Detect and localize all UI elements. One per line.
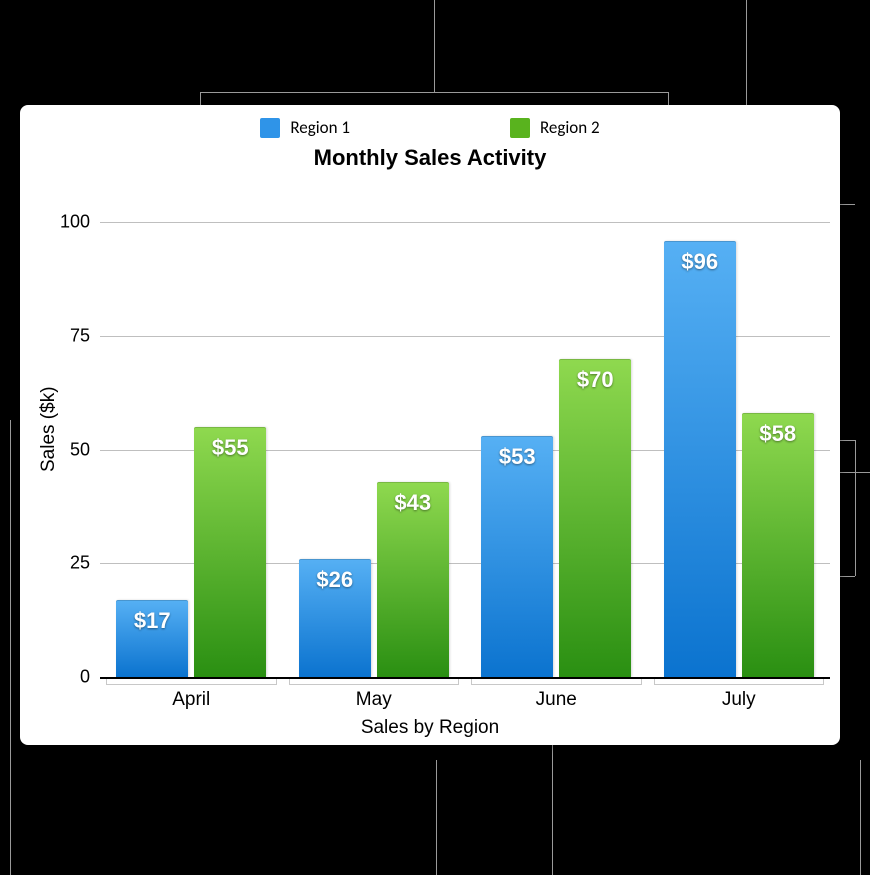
- legend-swatch-icon: [510, 118, 530, 138]
- bar: $58: [742, 413, 814, 677]
- callout-line: [200, 92, 668, 93]
- callout-line: [838, 576, 855, 577]
- legend-label: Region 2: [540, 117, 600, 138]
- callout-line: [838, 472, 870, 473]
- x-axis-category-label: May: [283, 689, 466, 711]
- callout-line: [860, 760, 861, 875]
- bar: $17: [116, 600, 188, 677]
- bar: $53: [481, 436, 553, 677]
- legend-item-region-2: Region 2: [510, 117, 600, 138]
- y-axis-title: Sales ($k): [38, 386, 60, 472]
- callout-line: [10, 420, 11, 875]
- bar-groups: $17 $55 $26 $43 $53 $70 $96 $58: [100, 177, 830, 677]
- bar-group: $96 $58: [648, 177, 831, 677]
- x-axis-title: Sales by Region: [20, 717, 840, 739]
- y-tick-label: 0: [80, 667, 90, 688]
- bar: $70: [559, 359, 631, 677]
- x-tick-bracket: [654, 679, 825, 685]
- bar: $96: [664, 241, 736, 677]
- bar-value-label: $53: [481, 444, 553, 470]
- x-axis-category-label: June: [465, 689, 648, 711]
- bar-value-label: $55: [194, 435, 266, 461]
- x-tick-bracket: [106, 679, 277, 685]
- bar: $43: [377, 482, 449, 677]
- callout-line: [855, 440, 856, 576]
- bar-value-label: $58: [742, 421, 814, 447]
- bar-value-label: $26: [299, 567, 371, 593]
- x-tick-bracket: [471, 679, 642, 685]
- bar-value-label: $17: [116, 608, 188, 634]
- y-tick-label: 100: [60, 212, 90, 233]
- callout-line: [838, 440, 855, 441]
- chart-card: Region 1 Region 2 Monthly Sales Activity…: [20, 105, 840, 745]
- y-tick-label: 75: [70, 326, 90, 347]
- x-axis-category-label: July: [648, 689, 831, 711]
- bar-value-label: $96: [664, 249, 736, 275]
- callout-line: [436, 760, 437, 875]
- bar-value-label: $43: [377, 490, 449, 516]
- legend-item-region-1: Region 1: [260, 117, 350, 138]
- bar-group: $26 $43: [283, 177, 466, 677]
- bar: $26: [299, 559, 371, 677]
- bar-group: $17 $55: [100, 177, 283, 677]
- bar-value-label: $70: [559, 367, 631, 393]
- callout-line: [434, 0, 435, 92]
- legend-label: Region 1: [290, 117, 350, 138]
- plot-area: 0255075100 $17$55$26$43$53$70$96$58: [100, 177, 830, 677]
- legend-swatch-icon: [260, 118, 280, 138]
- x-axis-labels: AprilMayJuneJuly: [100, 689, 830, 711]
- x-axis-category-label: April: [100, 689, 283, 711]
- legend: Region 1 Region 2: [20, 117, 840, 138]
- chart-title: Monthly Sales Activity: [20, 145, 840, 171]
- bar: $55: [194, 427, 266, 677]
- x-tick-bracket: [289, 679, 460, 685]
- y-tick-label: 50: [70, 439, 90, 460]
- y-tick-label: 25: [70, 553, 90, 574]
- bar-group: $53 $70: [465, 177, 648, 677]
